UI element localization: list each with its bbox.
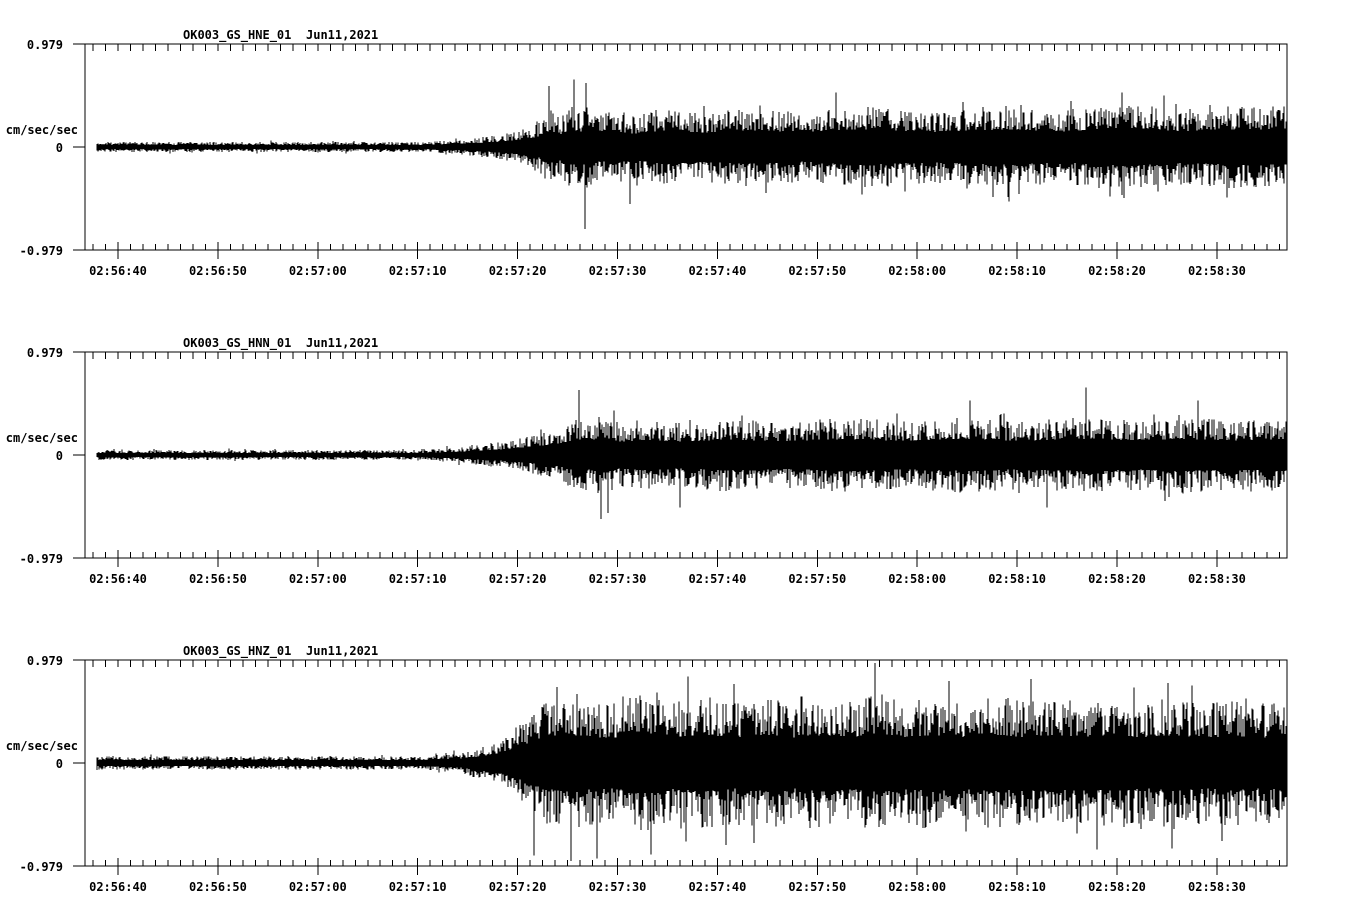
y-tick-label-zero: 0 [56,449,63,463]
x-tick-label: 02:58:10 [988,572,1046,586]
y-tick-label-zero: 0 [56,141,63,155]
plot-graphics: 02:56:40 02:56:50 02:57:00 02:57:10 02:57:20… [73,43,1288,278]
x-tick-label: 02:58:00 [888,264,946,278]
axis-ticks [73,659,1280,875]
x-tick-label: 02:58:00 [888,880,946,894]
x-tick-label: 02:58:00 [888,572,946,586]
y-axis-unit-label: cm/sec/sec [6,431,78,445]
x-tick-label: 02:58:20 [1088,264,1146,278]
x-tick-label: 02:57:30 [589,880,647,894]
x-tick-label: 02:58:20 [1088,880,1146,894]
y-tick-label-max: 0.979 [27,654,63,668]
x-tick-label: 02:57:10 [389,264,447,278]
x-tick-label: 02:57:10 [389,572,447,586]
x-tick-label: 02:56:40 [89,264,147,278]
plot-graphics: 02:56:40 02:56:50 02:57:00 02:57:10 02:57:20… [73,351,1288,586]
x-tick-label: 02:57:50 [788,264,846,278]
panel-title-station: OK003_GS_HNE_01 [183,28,291,43]
waveform-trace [96,387,1288,520]
panel-title-station: OK003_GS_HNN_01 [183,336,291,351]
x-tick-label: 02:57:30 [589,264,647,278]
waveform-trace [96,79,1288,230]
y-tick-label-zero: 0 [56,757,63,771]
x-tick-label: 02:58:10 [988,264,1046,278]
y-tick-label-max: 0.979 [27,346,63,360]
waveform-plot-hnz: OK003_GS_HNZ_01 Jun11,2021 0.979 cm/sec/… [6,644,1288,894]
panel-title-date: Jun11,2021 [306,336,378,350]
seismogram-panel-hnn: OK003_GS_HNN_01 Jun11,2021 0.979 cm/sec/… [0,308,1358,616]
x-tick-label: 02:57:40 [689,880,747,894]
x-tick-label: 02:56:50 [189,264,247,278]
x-tick-label: 02:58:10 [988,880,1046,894]
plot-graphics: 02:56:40 02:56:50 02:57:00 02:57:10 02:57:20… [73,659,1288,894]
seismogram-panel-hne: OK003_GS_HNE_01 Jun11,2021 0.979 cm/sec/… [0,0,1358,308]
panel-title-date: Jun11,2021 [306,644,378,658]
x-tick-label: 02:57:00 [289,264,347,278]
x-tick-label: 02:57:30 [589,572,647,586]
waveform-plot-hnn: OK003_GS_HNN_01 Jun11,2021 0.979 cm/sec/… [6,336,1288,586]
x-tick-label: 02:56:50 [189,880,247,894]
y-axis-unit-label: cm/sec/sec [6,123,78,137]
x-tick-label: 02:56:40 [89,572,147,586]
x-tick-label: 02:58:30 [1188,880,1246,894]
seismogram-panel-hnz: OK003_GS_HNZ_01 Jun11,2021 0.979 cm/sec/… [0,616,1358,924]
x-tick-label: 02:57:50 [788,880,846,894]
panel-title-date: Jun11,2021 [306,28,378,42]
y-tick-label-max: 0.979 [27,38,63,52]
waveform-plot-hne: OK003_GS_HNE_01 Jun11,2021 0.979 cm/sec/… [6,28,1288,278]
waveform-trace [96,663,1288,861]
x-tick-label: 02:56:40 [89,880,147,894]
y-tick-label-min: -0.979 [20,552,63,566]
x-tick-label: 02:58:30 [1188,572,1246,586]
x-tick-label: 02:57:50 [788,572,846,586]
x-tick-label: 02:58:20 [1088,572,1146,586]
panel-title-station: OK003_GS_HNZ_01 [183,644,291,659]
y-axis-unit-label: cm/sec/sec [6,739,78,753]
x-tick-label: 02:57:10 [389,880,447,894]
x-tick-label: 02:56:50 [189,572,247,586]
x-tick-label: 02:58:30 [1188,264,1246,278]
x-tick-label: 02:57:20 [489,880,547,894]
x-tick-label: 02:57:00 [289,880,347,894]
axis-ticks [73,351,1280,567]
x-tick-label: 02:57:20 [489,572,547,586]
axis-ticks [73,43,1280,259]
y-tick-label-min: -0.979 [20,860,63,874]
x-tick-label: 02:57:40 [689,264,747,278]
x-tick-label: 02:57:20 [489,264,547,278]
y-tick-label-min: -0.979 [20,244,63,258]
x-tick-label: 02:57:00 [289,572,347,586]
x-tick-label: 02:57:40 [689,572,747,586]
